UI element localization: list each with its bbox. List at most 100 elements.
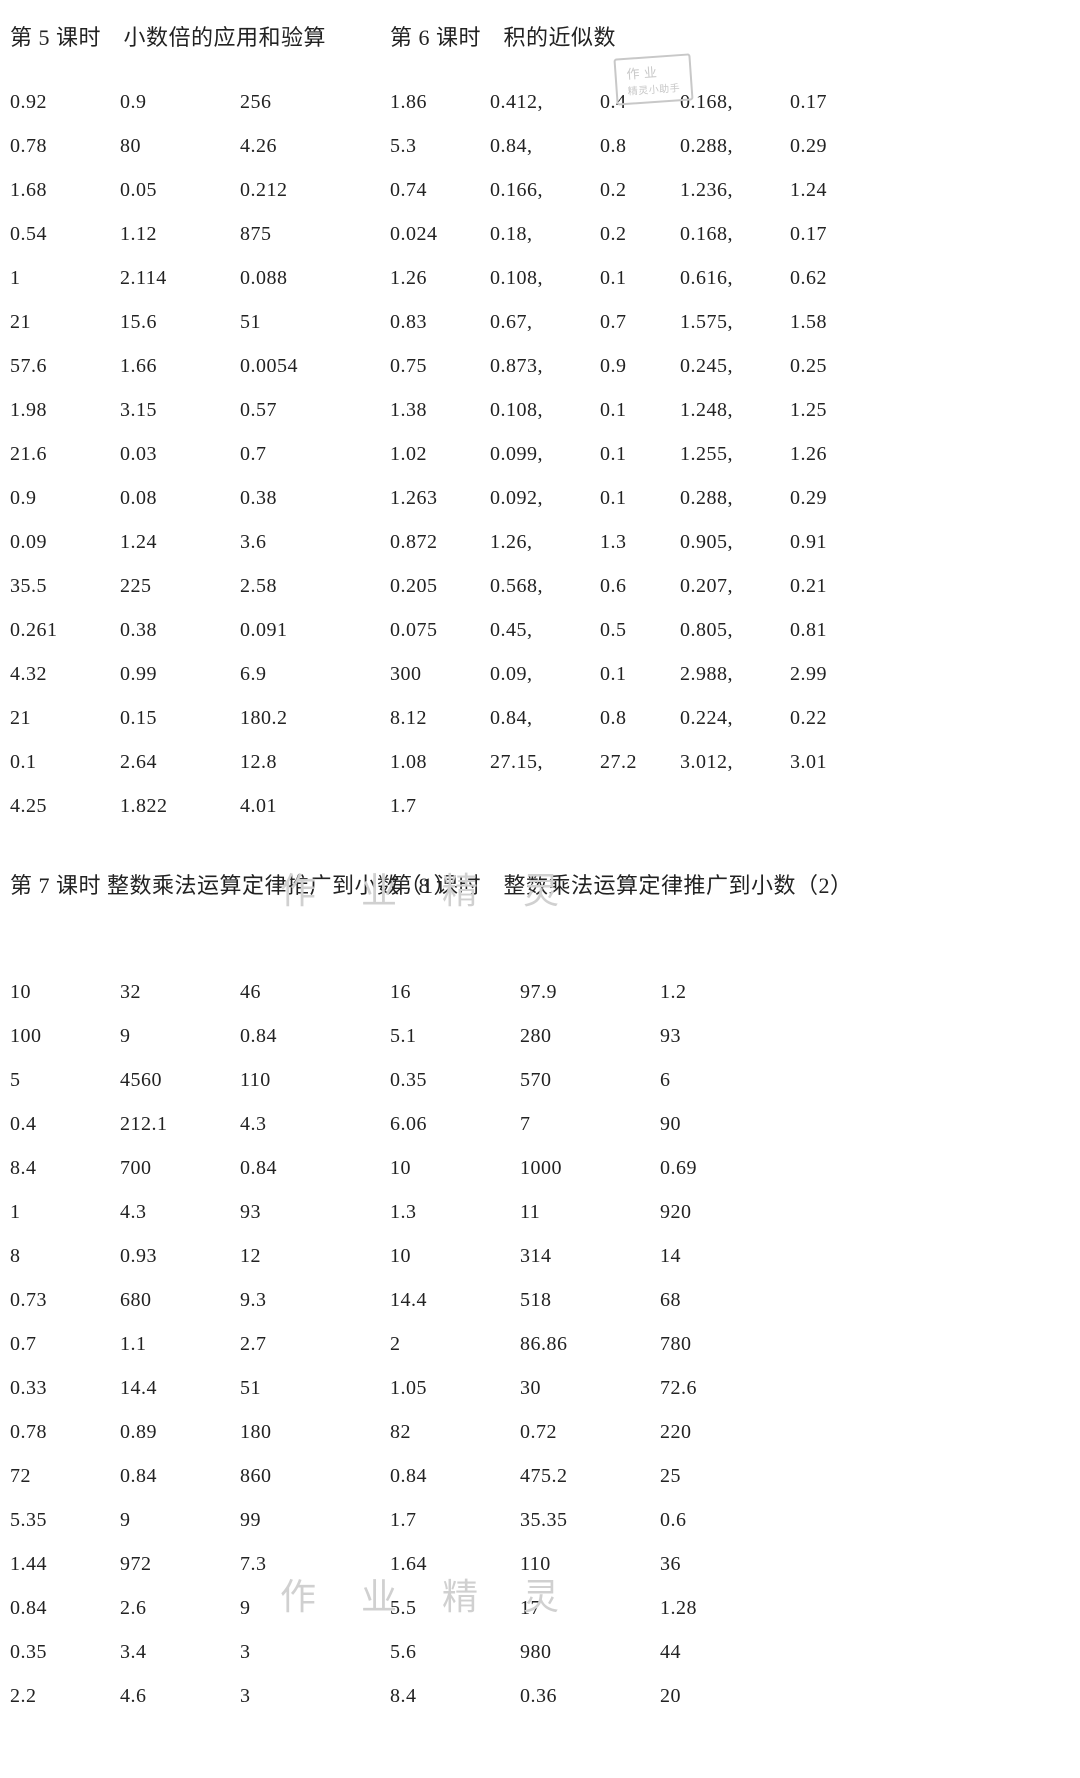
data-cell: 15.6 bbox=[120, 300, 240, 344]
data-cell: 0.091 bbox=[240, 608, 360, 652]
data-cell: 2.988, bbox=[680, 652, 790, 696]
data-cell: 0.4 bbox=[10, 1102, 120, 1146]
lesson6-grid: 1.860.412,0.40.168,0.175.30.84,0.80.288,… bbox=[390, 80, 1070, 828]
data-cell: 35.5 bbox=[10, 564, 120, 608]
data-cell: 0.224, bbox=[680, 696, 790, 740]
data-cell: 110 bbox=[520, 1542, 660, 1586]
data-cell: 0.92 bbox=[10, 80, 120, 124]
top-row: 第 5 课时 小数倍的应用和验算 0.920.92560.78804.261.6… bbox=[10, 20, 1070, 828]
data-cell: 1.26 bbox=[390, 256, 490, 300]
data-cell: 1 bbox=[10, 256, 120, 300]
data-cell: 2.7 bbox=[240, 1322, 360, 1366]
data-cell: 0.18, bbox=[490, 212, 600, 256]
data-cell: 3.01 bbox=[790, 740, 880, 784]
data-cell: 180 bbox=[240, 1410, 360, 1454]
data-cell: 0.09 bbox=[10, 520, 120, 564]
data-cell: 0.205 bbox=[390, 564, 490, 608]
data-cell: 518 bbox=[520, 1278, 660, 1322]
data-cell: 570 bbox=[520, 1058, 660, 1102]
data-cell: 212.1 bbox=[120, 1102, 240, 1146]
data-cell: 0.5 bbox=[600, 608, 680, 652]
data-cell: 51 bbox=[240, 1366, 360, 1410]
data-cell: 1.236, bbox=[680, 168, 790, 212]
data-cell: 82 bbox=[390, 1410, 520, 1454]
data-cell: 57.6 bbox=[10, 344, 120, 388]
data-cell: 0.6 bbox=[600, 564, 680, 608]
data-cell: 72.6 bbox=[660, 1366, 780, 1410]
data-cell: 4560 bbox=[120, 1058, 240, 1102]
data-cell: 2 bbox=[390, 1322, 520, 1366]
data-cell: 0.35 bbox=[10, 1630, 120, 1674]
data-cell: 51 bbox=[240, 300, 360, 344]
data-cell: 2.64 bbox=[120, 740, 240, 784]
data-cell: 1.24 bbox=[790, 168, 880, 212]
data-cell: 180.2 bbox=[240, 696, 360, 740]
data-cell: 1.66 bbox=[120, 344, 240, 388]
data-cell: 0.108, bbox=[490, 256, 600, 300]
data-cell: 0.092, bbox=[490, 476, 600, 520]
data-cell: 16 bbox=[390, 970, 520, 1014]
data-cell: 30 bbox=[520, 1366, 660, 1410]
data-cell: 1.02 bbox=[390, 432, 490, 476]
data-cell: 7 bbox=[520, 1102, 660, 1146]
data-cell: 980 bbox=[520, 1630, 660, 1674]
data-cell: 0.166, bbox=[490, 168, 600, 212]
data-cell: 5.1 bbox=[390, 1014, 520, 1058]
data-cell: 0.616, bbox=[680, 256, 790, 300]
lesson8-grid: 1697.91.25.1280930.3557066.067901010000.… bbox=[390, 970, 1070, 1718]
lesson5-title: 第 5 课时 小数倍的应用和验算 bbox=[10, 20, 390, 52]
data-cell: 0.93 bbox=[120, 1234, 240, 1278]
data-cell: 99 bbox=[240, 1498, 360, 1542]
data-cell: 5 bbox=[10, 1058, 120, 1102]
lesson5-grid: 0.920.92560.78804.261.680.050.2120.541.1… bbox=[10, 80, 390, 828]
data-cell bbox=[790, 784, 880, 828]
data-cell: 2.114 bbox=[120, 256, 240, 300]
data-cell: 1.44 bbox=[10, 1542, 120, 1586]
data-cell: 0.1 bbox=[10, 740, 120, 784]
data-cell: 0.088 bbox=[240, 256, 360, 300]
data-cell: 256 bbox=[240, 80, 360, 124]
lesson7-grid: 10324610090.84545601100.4212.14.38.47000… bbox=[10, 970, 390, 1718]
data-cell: 6 bbox=[660, 1058, 780, 1102]
data-cell: 0.09, bbox=[490, 652, 600, 696]
data-cell: 6.9 bbox=[240, 652, 360, 696]
data-cell: 2.2 bbox=[10, 1674, 120, 1718]
data-cell: 86.86 bbox=[520, 1322, 660, 1366]
data-cell: 700 bbox=[120, 1146, 240, 1190]
data-cell: 0.73 bbox=[10, 1278, 120, 1322]
data-cell: 1.248, bbox=[680, 388, 790, 432]
data-cell: 0.54 bbox=[10, 212, 120, 256]
data-cell: 27.15, bbox=[490, 740, 600, 784]
data-cell: 0.62 bbox=[790, 256, 880, 300]
data-cell: 0.6 bbox=[660, 1498, 780, 1542]
data-cell: 1.24 bbox=[120, 520, 240, 564]
data-cell: 72 bbox=[10, 1454, 120, 1498]
data-cell: 0.9 bbox=[120, 80, 240, 124]
data-cell: 6.06 bbox=[390, 1102, 520, 1146]
data-cell: 0.78 bbox=[10, 1410, 120, 1454]
data-cell: 1.26 bbox=[790, 432, 880, 476]
data-cell: 0.29 bbox=[790, 476, 880, 520]
data-cell: 0.261 bbox=[10, 608, 120, 652]
data-cell: 4.01 bbox=[240, 784, 360, 828]
data-cell: 100 bbox=[10, 1014, 120, 1058]
data-cell: 0.245, bbox=[680, 344, 790, 388]
data-cell: 0.05 bbox=[120, 168, 240, 212]
data-cell: 0.2 bbox=[600, 168, 680, 212]
data-cell: 0.9 bbox=[600, 344, 680, 388]
data-cell: 0.024 bbox=[390, 212, 490, 256]
data-cell: 17 bbox=[520, 1586, 660, 1630]
data-cell: 1.575, bbox=[680, 300, 790, 344]
data-cell: 280 bbox=[520, 1014, 660, 1058]
data-cell: 9 bbox=[120, 1498, 240, 1542]
data-cell: 0.29 bbox=[790, 124, 880, 168]
data-cell: 21 bbox=[10, 696, 120, 740]
data-cell: 4.6 bbox=[120, 1674, 240, 1718]
data-cell: 0.78 bbox=[10, 124, 120, 168]
data-cell: 5.3 bbox=[390, 124, 490, 168]
data-cell: 2.58 bbox=[240, 564, 360, 608]
data-cell: 4.3 bbox=[120, 1190, 240, 1234]
data-cell: 27.2 bbox=[600, 740, 680, 784]
data-cell: 0.84, bbox=[490, 124, 600, 168]
data-cell: 3.6 bbox=[240, 520, 360, 564]
